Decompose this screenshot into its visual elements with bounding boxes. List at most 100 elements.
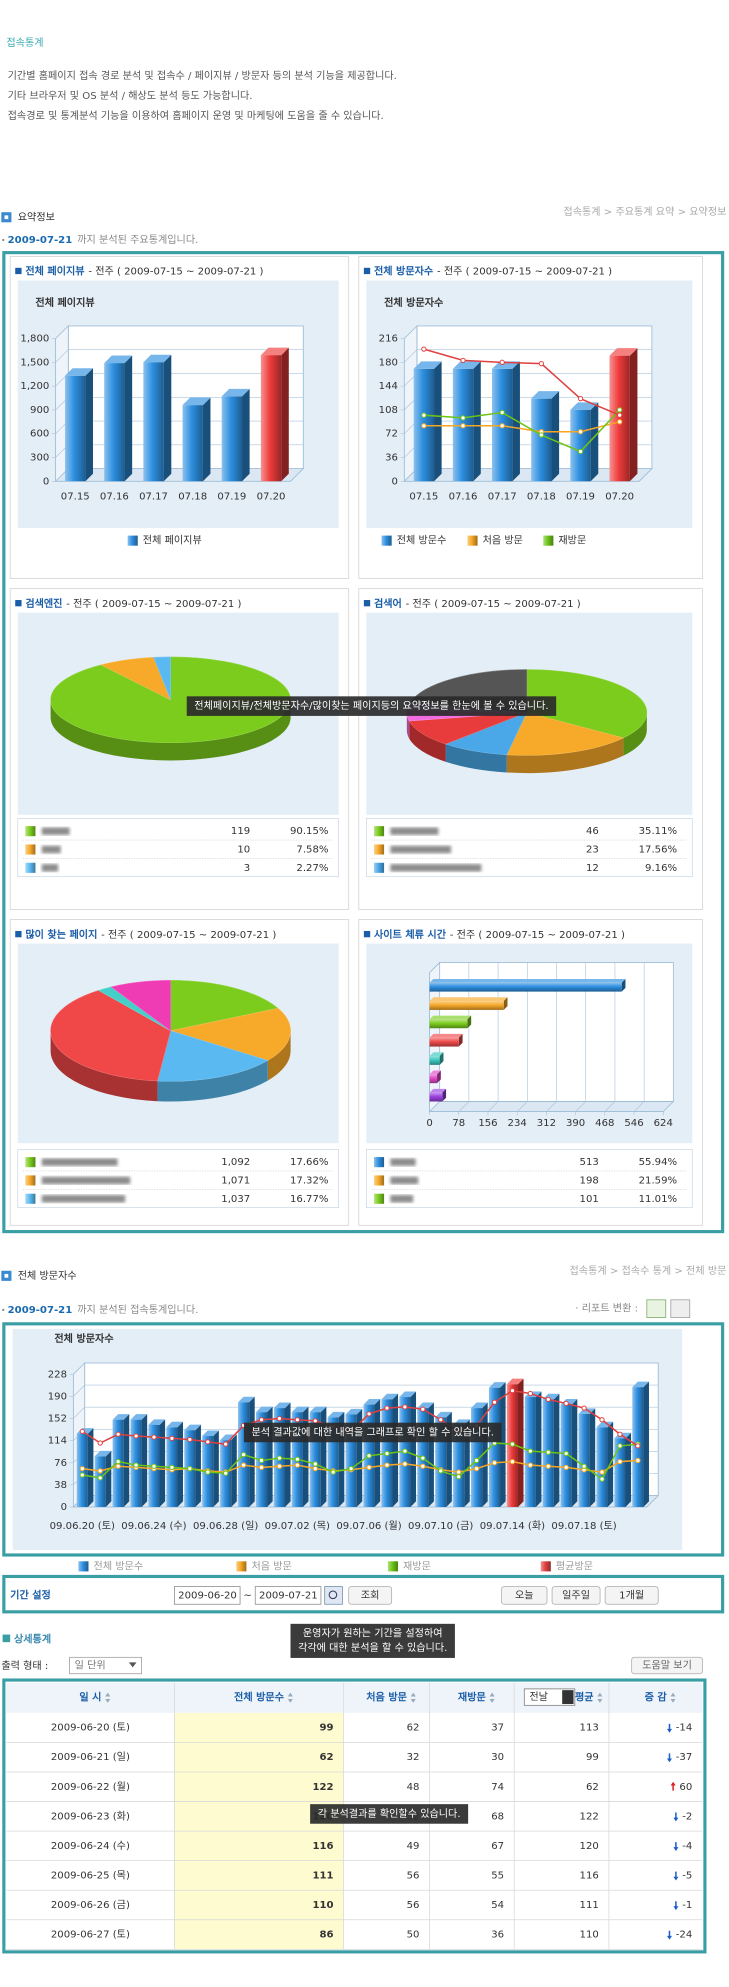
line-point — [509, 1441, 516, 1447]
x-tick-label: 07.15 — [409, 491, 438, 502]
line-point — [151, 1434, 157, 1440]
button[interactable] — [348, 1586, 393, 1605]
bar — [143, 362, 164, 482]
line-point — [312, 1461, 318, 1467]
line-point — [527, 1448, 533, 1454]
note-date: 2009-07-21 — [8, 1305, 73, 1316]
cell-date: 2009-06-22 (월) — [51, 1781, 130, 1793]
cell-date: 2009-06-26 (금) — [51, 1899, 130, 1911]
tooltip-text: 분석 결과값에 대한 내역을 그래프로 확인 할 수 있습니다. — [251, 1426, 493, 1438]
cell-value: -14 — [676, 1723, 693, 1734]
print-icon[interactable] — [670, 1299, 691, 1318]
down-arrow — [673, 1812, 679, 1822]
description: 접속경로 및 통계분석 기능을 이용하여 홈페이지 운영 및 마케팅에 도움을 … — [8, 109, 384, 122]
grid-line — [69, 1362, 659, 1375]
y-tick-label: 180 — [379, 357, 398, 368]
bar-top — [291, 1406, 309, 1413]
pie-side — [157, 1060, 268, 1102]
bar-side — [517, 1378, 524, 1507]
grid-line — [429, 962, 440, 1116]
bar-side — [503, 997, 508, 1010]
line-point — [538, 360, 544, 367]
button[interactable] — [604, 1586, 659, 1605]
x-tick-label: 0 — [426, 1118, 432, 1129]
legend-label: 전체 방문수 — [397, 535, 447, 547]
bar-top — [104, 355, 133, 364]
bar-side — [85, 368, 93, 482]
bar-top — [166, 1421, 184, 1428]
legend-count: 513 — [580, 1157, 599, 1168]
cell-value: 50 — [407, 1930, 420, 1941]
bar-top — [273, 1402, 291, 1409]
description: 기간별 홈페이지 접속 경로 분석 및 접속수 / 페이지뷰 / 방문자 등의 … — [8, 69, 397, 82]
bar-side — [284, 1402, 291, 1507]
line-point — [545, 1449, 551, 1455]
button-label: 오늘 — [515, 1589, 534, 1601]
x-tick-label: 09.07.18 (토) — [551, 1521, 616, 1532]
line-point — [599, 1476, 605, 1482]
cell-value: 30 — [491, 1752, 504, 1763]
bar-side — [231, 1434, 237, 1507]
y-tick-label: 152 — [48, 1414, 67, 1425]
date-input[interactable] — [254, 1586, 322, 1605]
pie-slice — [157, 1030, 269, 1082]
x-tick-label: 546 — [624, 1118, 643, 1129]
line-point — [384, 1405, 390, 1411]
legend-count: 12 — [586, 863, 599, 874]
cell-value: 32 — [407, 1752, 420, 1763]
blurred-name — [41, 1176, 131, 1185]
summary-frame — [2, 251, 725, 1234]
line-point — [545, 1396, 551, 1403]
line-point — [617, 1431, 623, 1437]
cell-value: -2 — [682, 1811, 692, 1822]
line-point — [240, 1451, 247, 1458]
y-tick-label: 900 — [30, 405, 49, 416]
button[interactable] — [501, 1586, 548, 1605]
note-text: 까지 분석된 접속통계입니다. — [77, 1303, 198, 1316]
excel-icon[interactable] — [646, 1299, 667, 1318]
help-button[interactable] — [631, 1656, 703, 1675]
x-tick-label: 09.07.06 (월) — [336, 1520, 401, 1532]
line — [82, 1442, 638, 1481]
button[interactable] — [551, 1586, 601, 1605]
select[interactable] — [69, 1656, 142, 1675]
blurred-name — [390, 1176, 419, 1185]
bar-side — [551, 391, 560, 482]
bar-top — [182, 397, 211, 406]
legend-label: 처음 방문 — [483, 535, 523, 547]
calendar-button[interactable] — [324, 1586, 343, 1605]
panel-icon — [15, 267, 22, 275]
panel-period: - 전주 ( 2009-07-15 ~ 2009-07-21 ) — [88, 266, 263, 278]
panel-title: 전체 방문자수 — [374, 265, 433, 278]
bar-top — [255, 1406, 273, 1413]
line-point — [276, 1455, 283, 1461]
bar-top — [148, 1419, 166, 1425]
x-tick-label: 312 — [537, 1118, 556, 1129]
legend-label: 전체 방문수 — [94, 1560, 144, 1572]
select-text: 일 단위 — [75, 1659, 106, 1672]
cell-value: 56 — [407, 1900, 420, 1911]
cell-value: 111 — [580, 1900, 599, 1911]
x-tick-label: 234 — [508, 1118, 527, 1129]
sort-icon — [287, 1692, 293, 1703]
line-point — [499, 359, 505, 365]
line-point — [97, 1468, 103, 1474]
pie-side — [445, 744, 507, 773]
bar — [221, 396, 243, 482]
line-point — [538, 432, 544, 438]
grid-line — [546, 962, 557, 1116]
line-point — [420, 1463, 426, 1469]
line-point — [499, 409, 505, 416]
bar-top — [130, 1414, 148, 1420]
highlight-column — [174, 1831, 344, 1861]
legend-count: 3 — [244, 863, 250, 874]
line-point — [527, 1390, 533, 1397]
down-arrow — [673, 1871, 679, 1881]
line-point — [491, 1460, 498, 1466]
section-title: 요약정보 — [18, 211, 55, 223]
panel-title: 검색엔진 — [25, 597, 62, 610]
date-input[interactable] — [174, 1586, 241, 1605]
y-tick-label: 300 — [30, 452, 49, 463]
legend-percent: 17.56% — [639, 844, 678, 855]
